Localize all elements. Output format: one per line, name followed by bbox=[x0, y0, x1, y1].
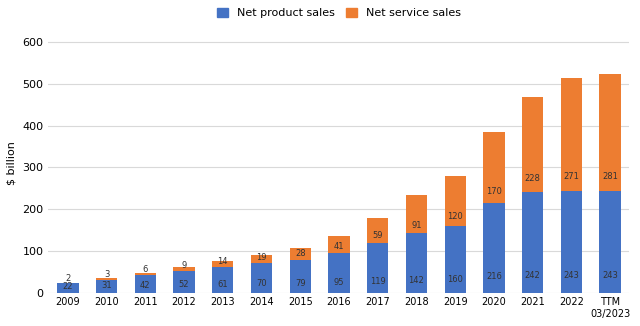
Text: 41: 41 bbox=[333, 242, 344, 251]
Bar bbox=[173, 271, 195, 293]
Text: 79: 79 bbox=[295, 279, 305, 288]
Text: 59: 59 bbox=[372, 231, 383, 240]
Bar bbox=[445, 176, 466, 226]
Bar bbox=[134, 273, 156, 275]
Text: 2: 2 bbox=[65, 274, 70, 283]
Bar bbox=[561, 191, 582, 293]
Text: 95: 95 bbox=[333, 278, 344, 287]
Bar bbox=[289, 248, 311, 259]
Bar bbox=[173, 267, 195, 271]
Bar bbox=[328, 253, 349, 293]
Bar bbox=[212, 267, 234, 293]
Text: 31: 31 bbox=[101, 281, 112, 290]
Bar bbox=[96, 278, 117, 280]
Text: 228: 228 bbox=[525, 174, 541, 183]
Text: 28: 28 bbox=[295, 249, 305, 258]
Text: 70: 70 bbox=[256, 279, 267, 288]
Legend: Net product sales, Net service sales: Net product sales, Net service sales bbox=[215, 6, 463, 21]
Bar bbox=[406, 195, 427, 233]
Bar bbox=[251, 263, 272, 293]
Bar bbox=[367, 243, 388, 293]
Bar bbox=[445, 226, 466, 293]
Bar bbox=[134, 275, 156, 293]
Text: 281: 281 bbox=[602, 172, 618, 181]
Text: 9: 9 bbox=[181, 261, 187, 270]
Text: 243: 243 bbox=[563, 271, 579, 280]
Text: 14: 14 bbox=[218, 257, 228, 266]
Bar bbox=[251, 256, 272, 263]
Bar bbox=[328, 236, 349, 253]
Text: 61: 61 bbox=[218, 280, 228, 289]
Text: 160: 160 bbox=[447, 275, 463, 284]
Bar bbox=[212, 261, 234, 267]
Text: 6: 6 bbox=[143, 265, 148, 274]
Text: 42: 42 bbox=[140, 281, 150, 290]
Text: 22: 22 bbox=[63, 282, 73, 291]
Text: 19: 19 bbox=[256, 253, 267, 262]
Text: 119: 119 bbox=[370, 277, 385, 286]
Bar bbox=[483, 202, 504, 293]
Bar bbox=[600, 74, 621, 191]
Bar bbox=[561, 78, 582, 191]
Text: 243: 243 bbox=[602, 271, 618, 280]
Text: 170: 170 bbox=[486, 187, 502, 196]
Bar bbox=[600, 191, 621, 293]
Text: 242: 242 bbox=[525, 271, 541, 280]
Bar bbox=[522, 96, 543, 192]
Text: 91: 91 bbox=[411, 220, 422, 230]
Text: 216: 216 bbox=[486, 272, 502, 281]
Bar bbox=[483, 132, 504, 202]
Y-axis label: $ billion: $ billion bbox=[7, 141, 17, 185]
Text: 142: 142 bbox=[408, 276, 424, 285]
Text: 120: 120 bbox=[447, 212, 463, 221]
Text: 52: 52 bbox=[179, 280, 189, 289]
Bar bbox=[96, 280, 117, 293]
Bar bbox=[367, 218, 388, 243]
Text: 3: 3 bbox=[104, 270, 109, 279]
Bar bbox=[522, 192, 543, 293]
Bar bbox=[406, 233, 427, 293]
Bar bbox=[57, 283, 79, 293]
Text: 271: 271 bbox=[563, 172, 579, 181]
Bar bbox=[289, 259, 311, 293]
